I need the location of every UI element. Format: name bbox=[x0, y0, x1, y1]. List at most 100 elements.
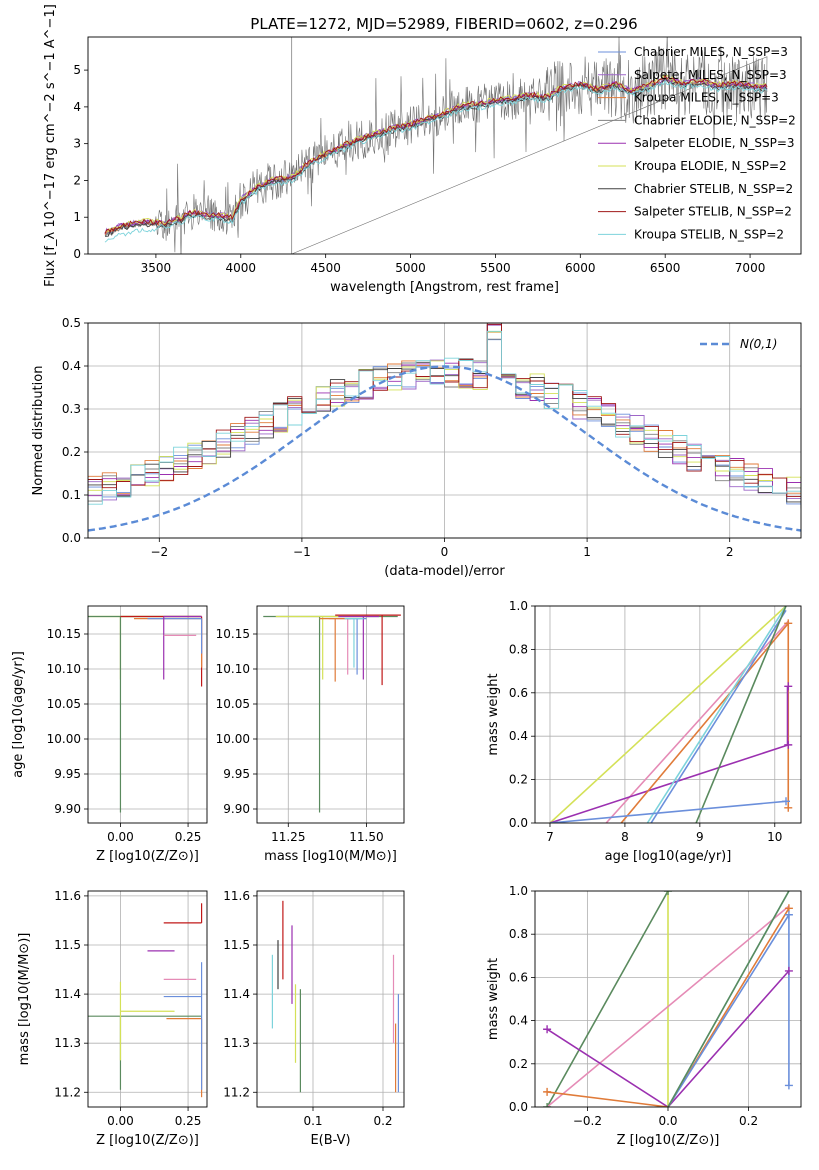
x-tick-label: 11.50 bbox=[349, 830, 383, 844]
x-tick-label: 0.1 bbox=[303, 1114, 322, 1128]
y-tick-label: 0.2 bbox=[509, 1057, 528, 1071]
plot-area-weight_vs_age bbox=[549, 606, 793, 823]
y-tick-label: 1.0 bbox=[509, 599, 528, 613]
weight-line-green bbox=[695, 606, 787, 823]
histogram-kroupa_stelib bbox=[88, 330, 801, 505]
x-tick-label: 0.0 bbox=[658, 1114, 677, 1128]
plot-area-weight_vs_Z bbox=[543, 891, 793, 1107]
x-tick-label: 4000 bbox=[226, 261, 257, 275]
y-axis-label: mass weight bbox=[486, 673, 501, 755]
plot-area-age_vs_Z bbox=[88, 615, 203, 813]
x-tick-label: 8 bbox=[621, 830, 629, 844]
plus-marker bbox=[784, 1081, 793, 1090]
axes-frame bbox=[256, 890, 405, 1108]
weight-line-blue bbox=[650, 609, 787, 823]
x-tick-label: 0.25 bbox=[175, 1114, 202, 1128]
legend-entry: Salpeter MILES, N_SSP=3 bbox=[634, 68, 787, 82]
plot-area-mass_vs_Z bbox=[88, 903, 203, 1098]
y-tick-label: 0.8 bbox=[509, 927, 528, 941]
axes-age_vs_mass: 11.25 11.50 9.90 9.95 10.00 10.05 10.10 10.15 ma… bbox=[216, 605, 405, 864]
plus-marker bbox=[784, 682, 793, 691]
y-tick-label: 11.5 bbox=[54, 938, 81, 952]
y-tick-label: 2 bbox=[73, 173, 81, 187]
x-tick-label: 10 bbox=[767, 830, 782, 844]
x-tick-label: 0.00 bbox=[107, 830, 134, 844]
legend-entry: Chabrier STELIB, N_SSP=2 bbox=[634, 182, 793, 196]
x-tick-label: 5500 bbox=[480, 261, 511, 275]
weight-line-lime bbox=[549, 606, 787, 823]
y-tick-label: 11.2 bbox=[54, 1085, 81, 1099]
model-line-kroupa_stelib bbox=[104, 79, 768, 243]
weight-line-purple bbox=[546, 970, 790, 1107]
x-tick-label: 9 bbox=[696, 830, 704, 844]
y-tick-label: 9.90 bbox=[223, 802, 250, 816]
x-tick-label: 3500 bbox=[141, 261, 172, 275]
weight-line-orange bbox=[620, 622, 789, 823]
plus-marker bbox=[782, 797, 791, 806]
y-tick-label: 11.4 bbox=[54, 987, 81, 1001]
y-tick-label: 9.90 bbox=[54, 802, 81, 816]
x-tick-label: 6000 bbox=[565, 261, 596, 275]
y-tick-label: 0.8 bbox=[509, 642, 528, 656]
y-tick-label: 10.05 bbox=[216, 697, 250, 711]
axes-frame bbox=[87, 605, 208, 824]
y-tick-label: 11.5 bbox=[223, 938, 250, 952]
y-tick-label: 0.4 bbox=[509, 729, 528, 743]
axes-frame bbox=[87, 36, 802, 255]
figure-title: PLATE=1272, MJD=52989, FIBERID=0602, z=0… bbox=[250, 15, 637, 33]
y-tick-label: 0.5 bbox=[62, 316, 81, 330]
legend-entry: Salpeter ELODIE, N_SSP=3 bbox=[634, 136, 795, 150]
axes-frame bbox=[256, 605, 405, 824]
y-tick-label: 0.0 bbox=[62, 531, 81, 545]
x-tick-label: −2 bbox=[150, 545, 168, 559]
y-tick-label: 9.95 bbox=[223, 767, 250, 781]
x-tick-label: 5000 bbox=[395, 261, 426, 275]
y-tick-label: 1.0 bbox=[509, 884, 528, 898]
y-tick-label: 11.3 bbox=[223, 1036, 250, 1050]
y-tick-label: 4 bbox=[73, 100, 81, 114]
x-tick-label: 11.25 bbox=[271, 830, 305, 844]
x-tick-label: 0.00 bbox=[107, 1114, 134, 1128]
x-tick-label: −0.2 bbox=[573, 1114, 602, 1128]
x-axis-label: age [log10(age/yr)] bbox=[605, 849, 732, 864]
axes-spectrum: 3500 4000 4500 5000 5500 6000 6500 7000 0 1 2 3 4 5 wa… bbox=[43, 4, 802, 295]
y-tick-label: 10.00 bbox=[216, 732, 250, 746]
y-tick-label: 11.6 bbox=[54, 889, 81, 903]
legend-entry: Salpeter STELIB, N_SSP=2 bbox=[634, 205, 792, 219]
y-tick-label: 10.05 bbox=[47, 697, 81, 711]
axes-frame bbox=[534, 605, 802, 824]
y-tick-label: 1 bbox=[73, 210, 81, 224]
y-axis-label: Normed distribution bbox=[31, 366, 46, 496]
x-tick-label: 7000 bbox=[735, 261, 766, 275]
normal-curve bbox=[88, 365, 801, 532]
y-tick-label: 10.15 bbox=[47, 627, 81, 641]
y-tick-label: 0.1 bbox=[62, 488, 81, 502]
y-tick-label: 3 bbox=[73, 137, 81, 151]
y-tick-label: 0.4 bbox=[62, 359, 81, 373]
axes-age_vs_Z: 0.00 0.25 9.90 9.95 10.00 10.05 10.10 10.15 Z [l… bbox=[11, 605, 208, 864]
x-axis-label: Z [log10(Z/Z⊙)] bbox=[617, 1133, 720, 1148]
x-tick-label: 6500 bbox=[650, 261, 681, 275]
plot-area-residuals bbox=[88, 323, 801, 532]
y-tick-label: 11.2 bbox=[223, 1085, 250, 1099]
y-tick-label: 0.0 bbox=[509, 1100, 528, 1114]
y-tick-label: 0.6 bbox=[509, 970, 528, 984]
legend-entry: N(0,1) bbox=[740, 337, 777, 351]
weight-line-teal bbox=[646, 606, 787, 823]
plus-marker bbox=[784, 619, 793, 628]
legend-entry: Kroupa ELODIE, N_SSP=2 bbox=[634, 159, 787, 173]
plus-marker bbox=[543, 1025, 552, 1034]
y-axis-label: mass weight bbox=[486, 958, 501, 1040]
axes-frame bbox=[87, 890, 208, 1108]
axes-residuals: −2 −1 0 1 2 0.0 0.1 0.2 0.3 0.4 0.5 (data-model)/er… bbox=[31, 316, 802, 579]
x-tick-label: 0.25 bbox=[175, 830, 202, 844]
plot-area-spectrum bbox=[104, 37, 768, 254]
axes-weight_vs_age: 7 8 9 10 0.0 0.2 0.4 0.6 0.8 1.0 age [log10(age/yr… bbox=[486, 599, 802, 864]
y-tick-label: 10.15 bbox=[216, 627, 250, 641]
legend-entry: Chabrier ELODIE, N_SSP=2 bbox=[634, 113, 796, 127]
y-tick-label: 10.10 bbox=[47, 662, 81, 676]
x-tick-label: 7 bbox=[546, 830, 554, 844]
weight-line-purple bbox=[549, 744, 789, 823]
axes-mass_vs_EBV: 0.1 0.2 11.2 11.3 11.4 11.5 11.6 E(B-V) bbox=[223, 889, 405, 1148]
legend-entry: Kroupa MILES, N_SSP=3 bbox=[634, 91, 779, 105]
